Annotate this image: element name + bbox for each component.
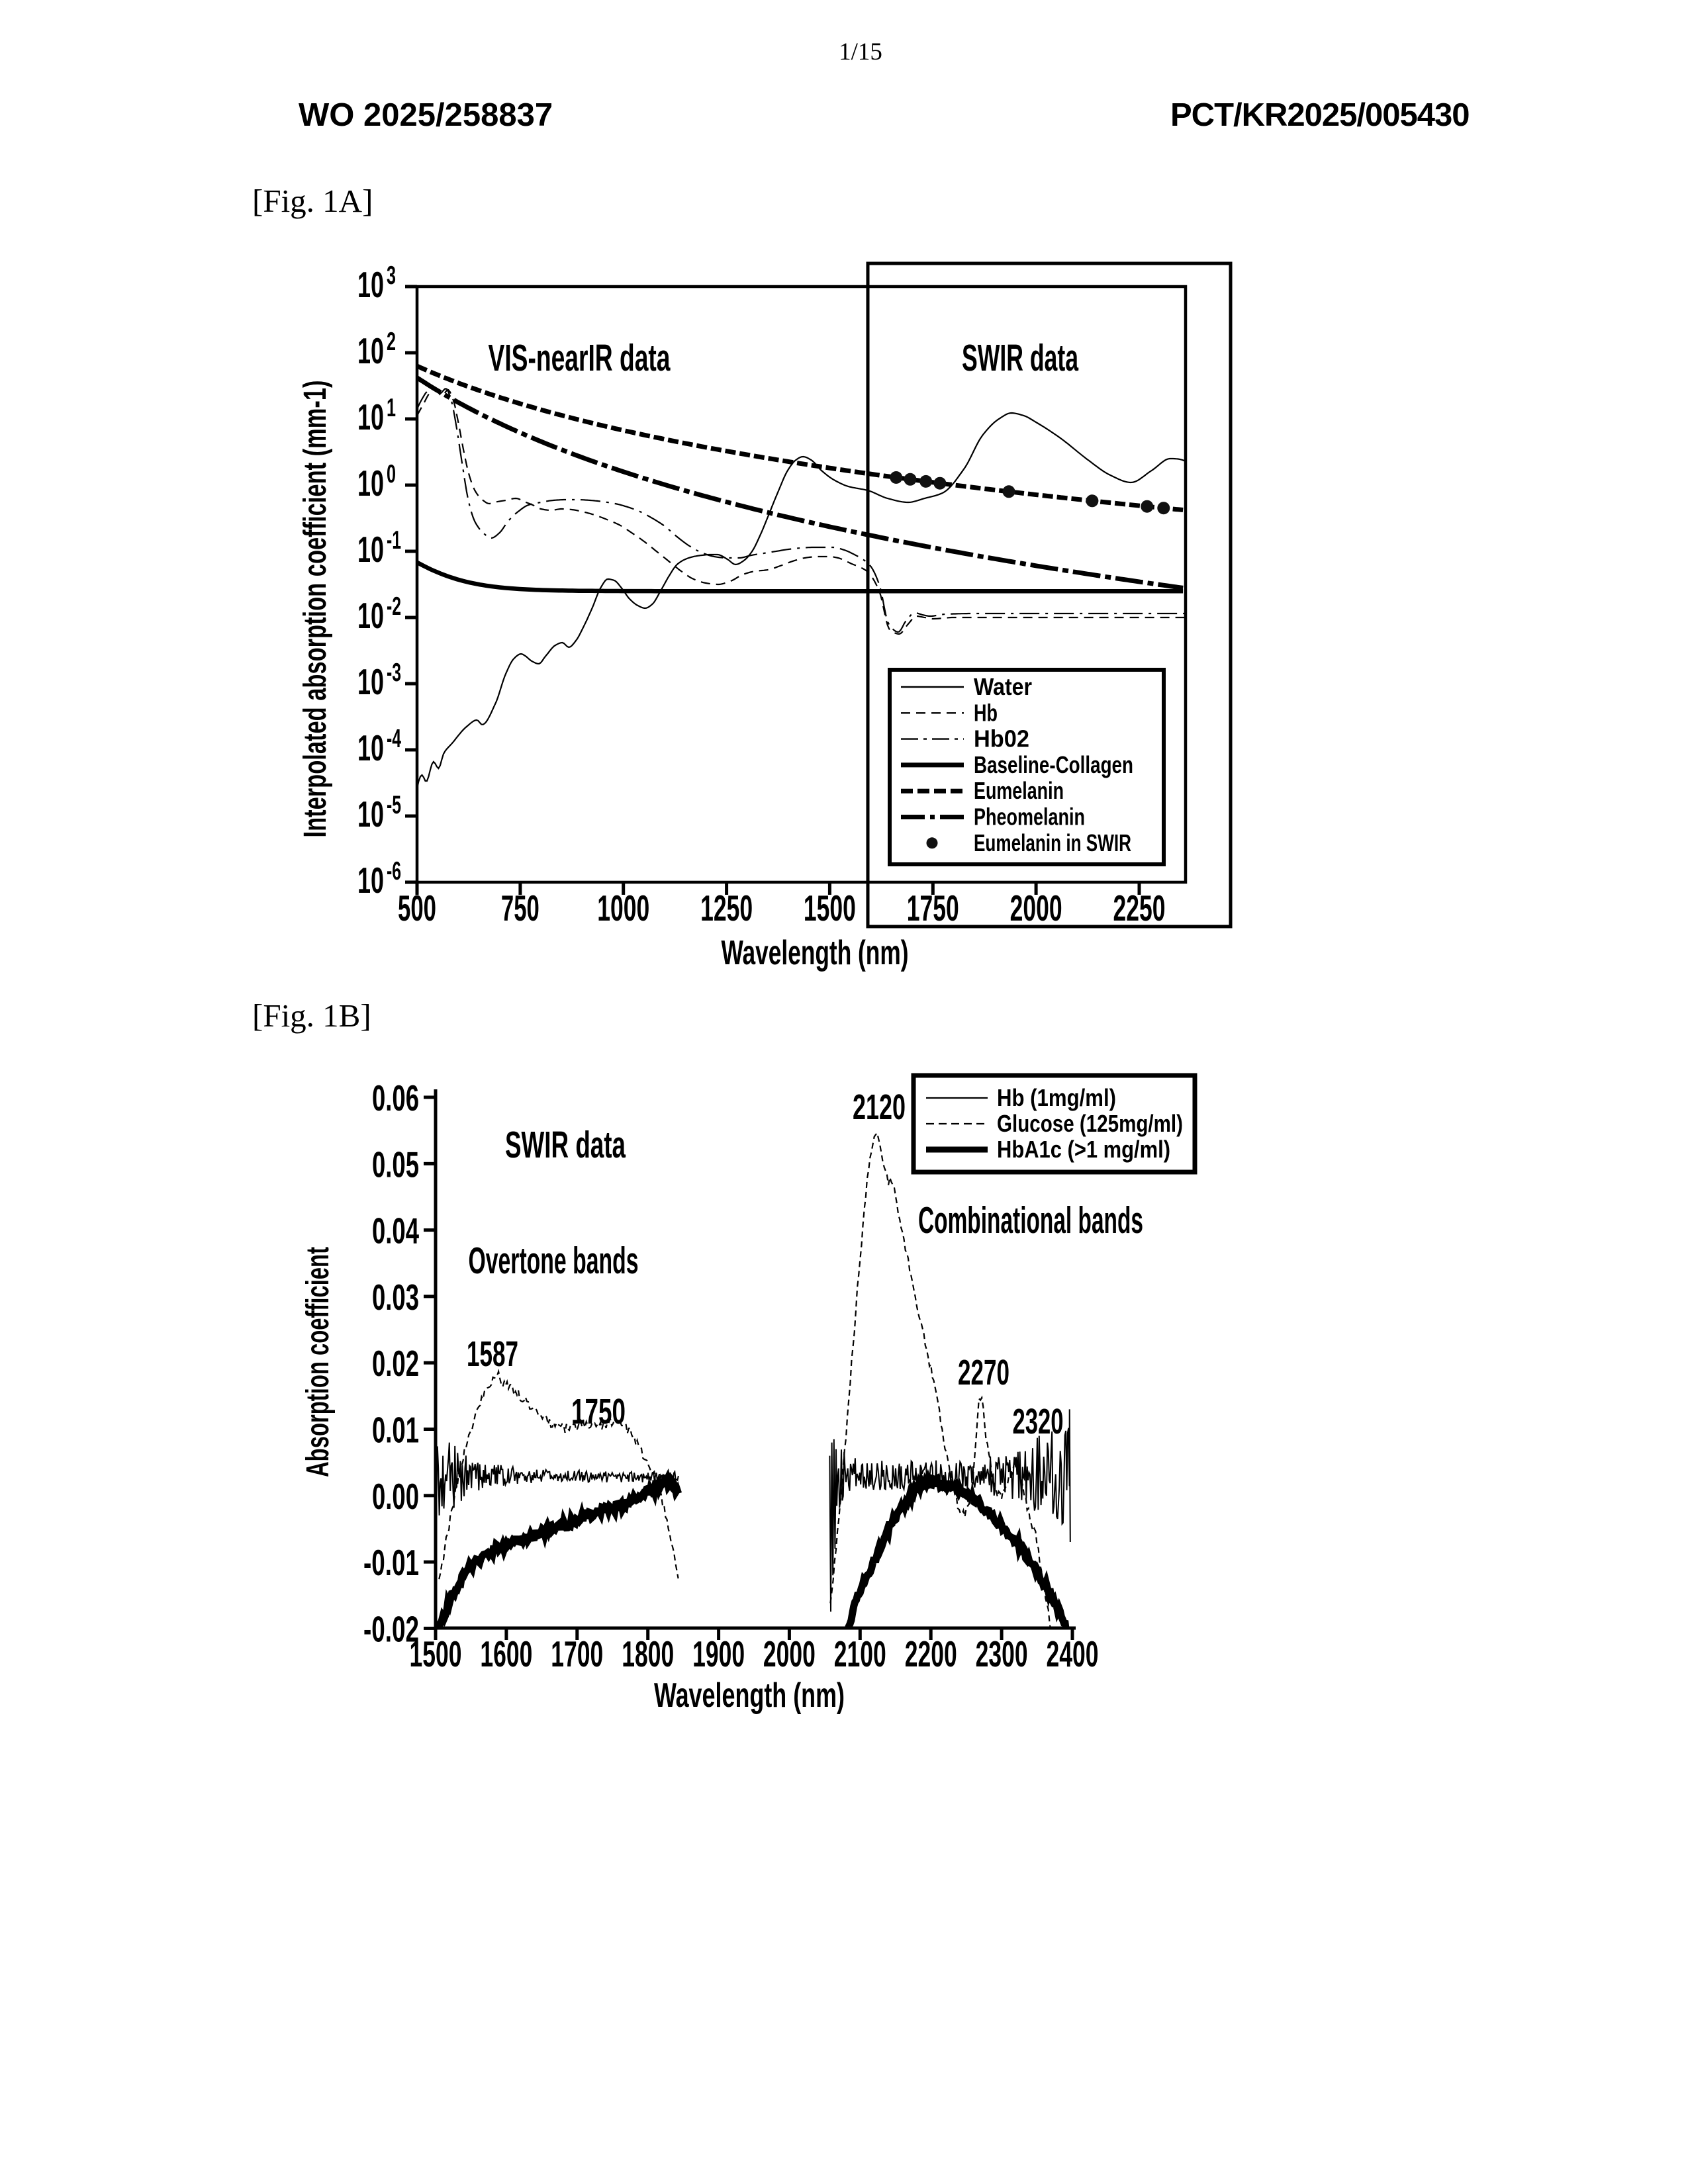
- svg-text:0.06: 0.06: [372, 1077, 419, 1118]
- svg-text:750: 750: [501, 887, 539, 929]
- svg-text:2000: 2000: [763, 1633, 816, 1674]
- svg-text:Hb (1mg/ml): Hb (1mg/ml): [997, 1084, 1116, 1111]
- svg-text:SWIR data: SWIR data: [962, 337, 1079, 379]
- svg-text:2270: 2270: [958, 1353, 1009, 1392]
- svg-text:-6: -6: [387, 857, 401, 886]
- svg-text:2000: 2000: [1010, 887, 1062, 929]
- svg-text:Wavelength (nm): Wavelength (nm): [654, 1676, 845, 1715]
- svg-text:Baseline-Collagen: Baseline-Collagen: [974, 751, 1133, 778]
- svg-text:2320: 2320: [1013, 1402, 1064, 1441]
- svg-text:0.00: 0.00: [372, 1476, 419, 1517]
- svg-text:2400: 2400: [1047, 1633, 1099, 1674]
- svg-text:0.01: 0.01: [372, 1410, 419, 1451]
- svg-text:Absorption coefficient: Absorption coefficient: [301, 1247, 336, 1477]
- svg-text:Hb: Hb: [974, 699, 998, 726]
- svg-text:1750: 1750: [907, 887, 959, 929]
- svg-text:10: 10: [357, 463, 384, 504]
- svg-text:-0.01: -0.01: [363, 1542, 419, 1583]
- svg-text:0.03: 0.03: [372, 1277, 419, 1318]
- svg-text:2300: 2300: [976, 1633, 1028, 1674]
- svg-text:1500: 1500: [804, 887, 856, 929]
- svg-text:Wavelength (nm): Wavelength (nm): [722, 934, 909, 972]
- svg-text:1250: 1250: [700, 887, 753, 929]
- svg-text:-5: -5: [387, 791, 401, 819]
- svg-text:1: 1: [387, 394, 396, 422]
- svg-text:2200: 2200: [905, 1633, 957, 1674]
- svg-text:0: 0: [387, 460, 396, 488]
- svg-text:3: 3: [387, 261, 396, 290]
- svg-text:2: 2: [387, 328, 396, 356]
- svg-text:500: 500: [398, 887, 436, 929]
- svg-text:1750: 1750: [571, 1392, 626, 1432]
- svg-text:HbA1c (>1 mg/ml): HbA1c (>1 mg/ml): [997, 1136, 1170, 1163]
- svg-text:10: 10: [357, 727, 384, 768]
- svg-text:Overtone bands: Overtone bands: [469, 1240, 639, 1282]
- svg-text:10: 10: [357, 264, 384, 305]
- svg-text:10: 10: [357, 330, 384, 371]
- svg-text:0.05: 0.05: [372, 1144, 419, 1185]
- svg-text:10: 10: [357, 661, 384, 702]
- svg-text:10: 10: [357, 860, 384, 901]
- svg-text:2100: 2100: [834, 1633, 886, 1674]
- svg-text:VIS-nearIR data: VIS-nearIR data: [489, 337, 671, 379]
- svg-text:Pheomelanin: Pheomelanin: [974, 803, 1085, 831]
- svg-text:Water: Water: [974, 673, 1032, 700]
- svg-text:0.04: 0.04: [372, 1210, 419, 1251]
- svg-text:10: 10: [357, 794, 384, 835]
- svg-text:1500: 1500: [410, 1633, 462, 1674]
- svg-text:2120: 2120: [853, 1087, 906, 1127]
- svg-text:Hb02: Hb02: [974, 725, 1029, 752]
- svg-text:0.02: 0.02: [372, 1343, 419, 1384]
- svg-text:-1: -1: [387, 526, 401, 555]
- svg-text:1900: 1900: [692, 1633, 745, 1674]
- svg-text:10: 10: [357, 529, 384, 570]
- svg-text:SWIR data: SWIR data: [505, 1124, 626, 1166]
- svg-text:2250: 2250: [1113, 887, 1166, 929]
- svg-text:Eumelanin: Eumelanin: [974, 777, 1064, 804]
- svg-text:-3: -3: [387, 659, 401, 687]
- svg-text:10: 10: [357, 396, 384, 437]
- svg-text:Interpolated absorption coeffi: Interpolated absorption coefficient (mm-…: [298, 381, 333, 838]
- svg-text:-0.02: -0.02: [363, 1608, 419, 1649]
- svg-text:Glucose (125mg/ml): Glucose (125mg/ml): [997, 1110, 1183, 1137]
- svg-text:1600: 1600: [480, 1633, 532, 1674]
- svg-text:1700: 1700: [551, 1633, 603, 1674]
- svg-text:Eumelanin in SWIR: Eumelanin in SWIR: [974, 829, 1131, 856]
- svg-text:1800: 1800: [622, 1633, 674, 1674]
- svg-text:1587: 1587: [467, 1334, 518, 1374]
- svg-text:10: 10: [357, 595, 384, 636]
- svg-text:Combinational bands: Combinational bands: [918, 1199, 1143, 1242]
- svg-text:-4: -4: [387, 725, 401, 753]
- svg-text:1000: 1000: [597, 887, 649, 929]
- svg-text:-2: -2: [387, 592, 401, 621]
